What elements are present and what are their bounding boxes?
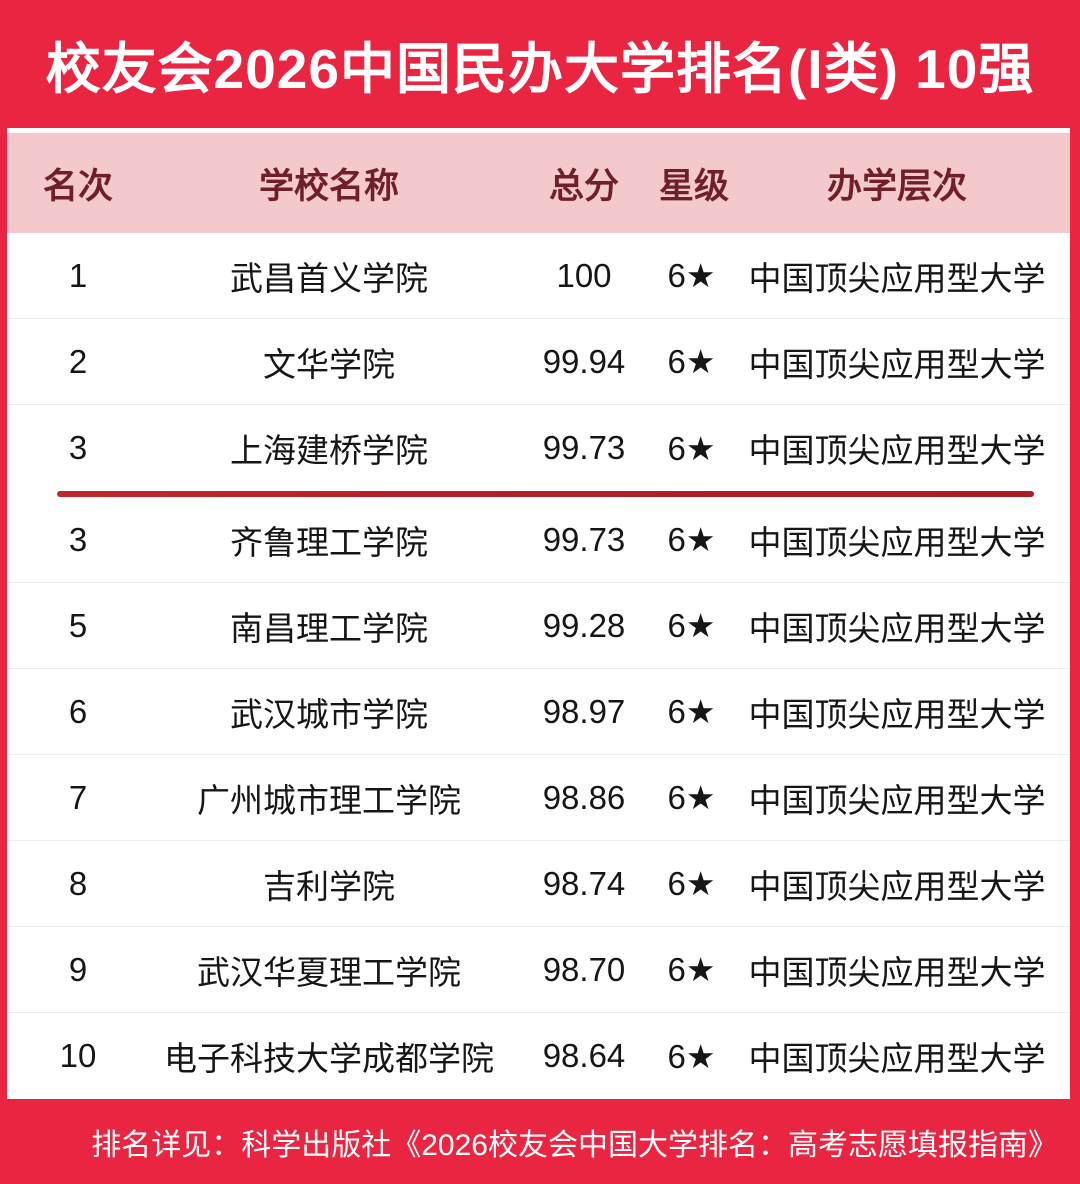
cell-name: 武昌首义学院 <box>230 259 428 297</box>
table-header-row: 名次 学校名称 总分 星级 办学层次 <box>7 133 1070 233</box>
cell-star: 6★ <box>667 257 716 294</box>
cell-name: 吉利学院 <box>263 867 395 905</box>
cell-level: 中国顶尖应用型大学 <box>748 259 1046 297</box>
table-row: 5 南昌理工学院 99.28 6★ 中国顶尖应用型大学 <box>7 583 1070 669</box>
cell-level: 中国顶尖应用型大学 <box>748 609 1046 647</box>
poster-footer-band: 排名详见：科学出版社《2026校友会中国大学排名：高考志愿填报指南》 <box>0 1099 1080 1184</box>
column-header-name: 学校名称 <box>258 166 399 206</box>
cell-star: 6★ <box>667 343 716 380</box>
cell-score: 99.94 <box>542 342 626 380</box>
poster-title-band: 校友会2026中国民办大学排名(I类) 10强 <box>0 0 1080 128</box>
cell-score: 99.73 <box>542 520 626 558</box>
cell-name: 武汉城市学院 <box>230 695 428 733</box>
cell-level: 中国顶尖应用型大学 <box>748 953 1046 991</box>
cell-star: 6★ <box>667 951 716 988</box>
cell-level: 中国顶尖应用型大学 <box>748 345 1046 383</box>
cell-score: 98.86 <box>542 778 626 816</box>
cell-score: 100 <box>556 256 612 294</box>
cell-level: 中国顶尖应用型大学 <box>748 781 1046 819</box>
cell-rank: 6 <box>68 692 88 730</box>
cell-name: 上海建桥学院 <box>230 432 428 469</box>
table-row: 1 武昌首义学院 100 6★ 中国顶尖应用型大学 <box>7 233 1070 319</box>
cell-rank: 9 <box>68 950 88 988</box>
cell-level: 中国顶尖应用型大学 <box>748 523 1046 561</box>
table-row: 7 广州城市理工学院 98.86 6★ 中国顶尖应用型大学 <box>7 755 1070 841</box>
table-row: 3 齐鲁理工学院 99.73 6★ 中国顶尖应用型大学 <box>7 497 1070 583</box>
cell-name: 电子科技大学成都学院 <box>164 1040 494 1077</box>
cell-rank: 7 <box>68 778 88 816</box>
table-row: 10 电子科技大学成都学院 98.64 6★ 中国顶尖应用型大学 <box>7 1013 1070 1099</box>
cell-star: 6★ <box>667 521 716 558</box>
cell-rank: 3 <box>68 520 88 558</box>
cell-name: 南昌理工学院 <box>230 609 428 647</box>
table-row: 8 吉利学院 98.74 6★ 中国顶尖应用型大学 <box>7 841 1070 927</box>
cell-score: 99.73 <box>542 429 626 466</box>
cell-star: 6★ <box>667 1037 716 1075</box>
column-header-rank: 名次 <box>42 166 113 206</box>
cell-level: 中国顶尖应用型大学 <box>748 867 1046 905</box>
cell-star: 6★ <box>667 693 716 730</box>
table-row: 3 上海建桥学院 99.73 6★ 中国顶尖应用型大学 <box>7 405 1070 491</box>
cell-score: 98.97 <box>542 692 626 730</box>
top3-divider <box>57 491 1034 497</box>
cell-name: 齐鲁理工学院 <box>230 523 428 561</box>
cell-rank: 1 <box>68 256 88 294</box>
cell-score: 98.70 <box>542 950 626 988</box>
column-header-level: 办学层次 <box>826 166 967 206</box>
table-row: 2 文华学院 99.94 6★ 中国顶尖应用型大学 <box>7 319 1070 405</box>
cell-score: 98.74 <box>542 864 626 902</box>
column-header-star: 星级 <box>659 166 730 206</box>
cell-level: 中国顶尖应用型大学 <box>748 432 1046 469</box>
cell-star: 6★ <box>667 429 716 467</box>
poster-title: 校友会2026中国民办大学排名(I类) 10强 <box>45 38 1035 100</box>
cell-star: 6★ <box>667 779 716 816</box>
cell-name: 文华学院 <box>263 345 395 383</box>
cell-level: 中国顶尖应用型大学 <box>748 1040 1046 1077</box>
table-row: 6 武汉城市学院 98.97 6★ 中国顶尖应用型大学 <box>7 669 1070 755</box>
cell-score: 98.64 <box>542 1037 626 1074</box>
cell-name: 广州城市理工学院 <box>197 781 461 819</box>
cell-star: 6★ <box>667 607 716 644</box>
table-body: 1 武昌首义学院 100 6★ 中国顶尖应用型大学 2 文华学院 99.94 6★ 中国顶尖应用型… <box>7 233 1070 1099</box>
cell-name: 武汉华夏理工学院 <box>197 953 461 991</box>
table-row: 9 武汉华夏理工学院 98.70 6★ 中国顶尖应用型大学 <box>7 927 1070 1013</box>
cell-level: 中国顶尖应用型大学 <box>748 695 1046 733</box>
column-header-score: 总分 <box>548 166 619 206</box>
footer-note: 排名详见：科学出版社《2026校友会中国大学排名：高考志愿填报指南》 <box>91 1128 1058 1162</box>
cell-score: 99.28 <box>542 606 626 644</box>
cell-star: 6★ <box>667 865 716 902</box>
cell-rank: 8 <box>68 864 88 902</box>
cell-rank: 2 <box>68 342 88 380</box>
ranking-table: 名次 学校名称 总分 星级 办学层次 1 武昌首义学院 100 6★ 中国顶尖应用型大学… <box>7 128 1070 1099</box>
cell-rank: 3 <box>68 429 88 466</box>
cell-rank: 10 <box>59 1037 97 1074</box>
cell-rank: 5 <box>68 606 88 644</box>
